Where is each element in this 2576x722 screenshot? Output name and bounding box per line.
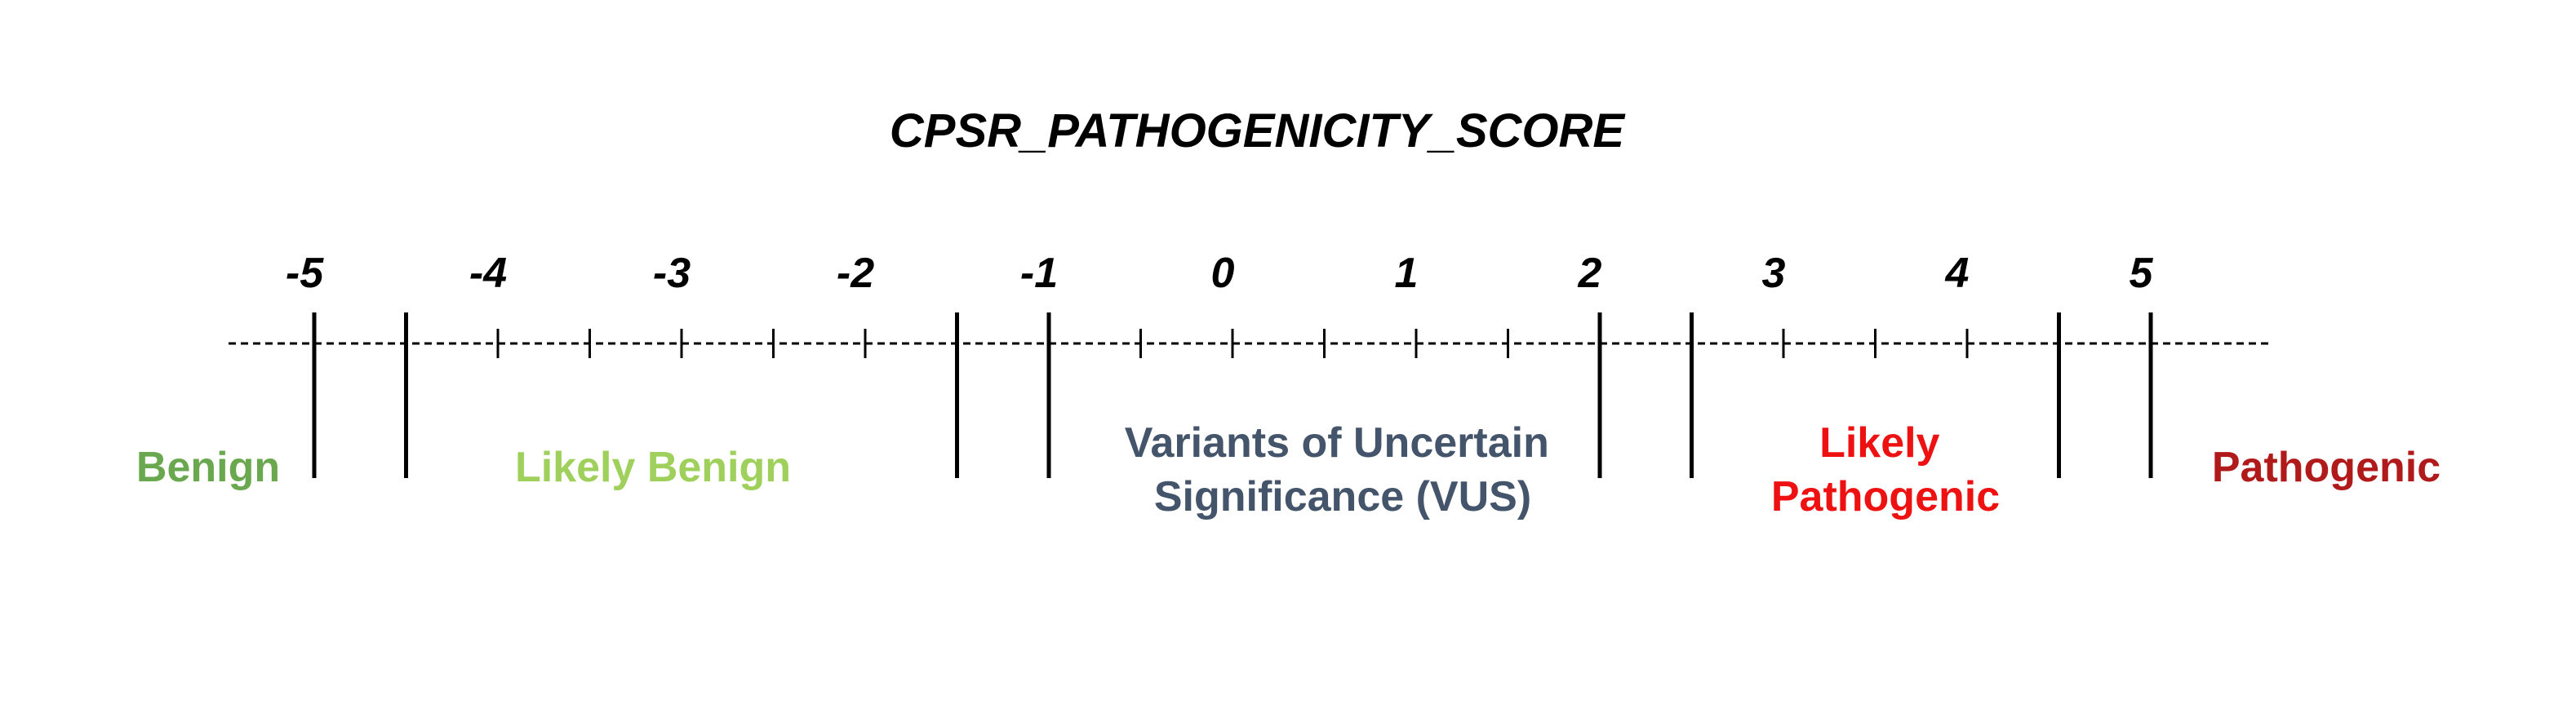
category-vus-line-1: Variants of Uncertain [1125,419,1549,467]
category-likely-benign-line: Likely Benign [515,444,791,491]
category-benign: Benign [136,444,280,491]
category-pathogenic-line: Pathogenic [2212,444,2441,491]
tick-label: -5 [286,250,324,297]
category-vus: Variants of Uncertain Significance (VUS) [1125,419,1561,520]
category-boundaries [312,312,2153,478]
tick-label: 3 [1762,250,1786,297]
tick-label: -4 [469,250,507,297]
category-benign-line: Benign [136,444,280,491]
diagram-title: CPSR_PATHOGENICITY_SCORE [890,104,1627,157]
tick-label: 0 [1211,250,1235,297]
tick-label: 4 [1945,250,1970,297]
category-likely-pathogenic-line-1: Likely [1819,419,1939,467]
category-vus-line-2: Significance (VUS) [1154,473,1531,520]
tick-label: -2 [837,250,874,297]
minor-ticks [496,329,1969,358]
category-likely-pathogenic-line-2: Pathogenic [1771,473,2000,520]
category-pathogenic: Pathogenic [2212,444,2441,491]
tick-label: 5 [2130,250,2154,297]
tick-labels: -5 -4 -3 -2 -1 0 1 2 3 4 5 [286,250,2154,297]
category-likely-benign: Likely Benign [515,444,791,491]
tick-label: 2 [1578,250,1602,297]
tick-label: -3 [653,250,691,297]
category-likely-pathogenic: Likely Pathogenic [1771,419,2000,520]
tick-label: 1 [1395,250,1419,297]
tick-label: -1 [1020,250,1058,297]
